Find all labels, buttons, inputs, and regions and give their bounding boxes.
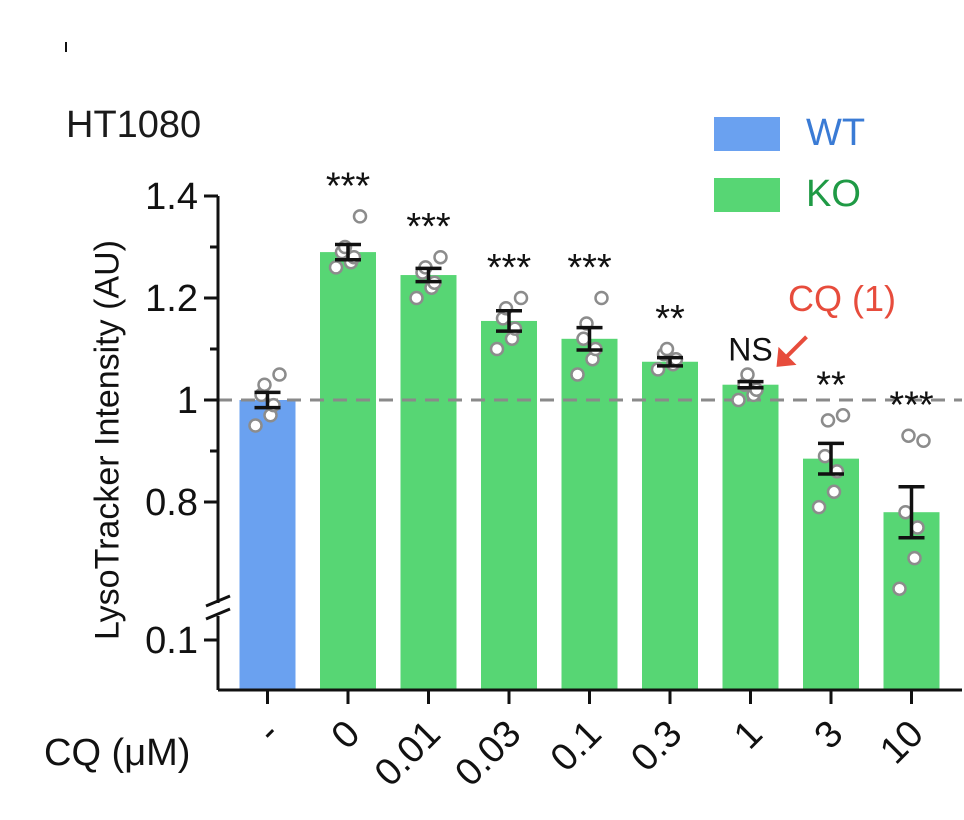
significance-label-2: ***	[406, 206, 451, 248]
legend-swatch-ko	[714, 177, 780, 212]
bar-0	[239, 400, 296, 690]
data-point-8-5	[916, 433, 931, 449]
significance-label-1: ***	[326, 165, 371, 207]
significance-label-6: NS	[728, 332, 772, 368]
x-tick-label-7: 3	[807, 713, 852, 758]
bar-4	[561, 338, 618, 690]
bar-2	[400, 275, 457, 690]
data-point-8-4	[901, 428, 916, 443]
x-tick-label-1: 0	[324, 713, 369, 758]
error-bar-2	[415, 266, 442, 284]
y-tick-label-4: 0.1	[145, 620, 198, 662]
bar-1	[320, 252, 376, 690]
x-tick-label-5: 0.3	[623, 713, 690, 780]
bar-5	[642, 361, 698, 690]
chart-title: HT1080	[66, 104, 202, 146]
data-point-6-4	[740, 367, 755, 382]
data-point-1-0	[328, 260, 344, 275]
data-point-6-0	[731, 392, 746, 408]
error-bar-3	[496, 309, 522, 333]
data-point-5-4	[659, 341, 675, 357]
data-point-7-5	[835, 408, 851, 423]
axis-break-mark-1	[205, 594, 231, 608]
significance-label-3: ***	[487, 247, 532, 289]
x-tick-label-4: 0.1	[543, 713, 610, 780]
significance-label-8: ***	[889, 385, 934, 427]
data-point-4-5	[594, 290, 609, 306]
cq-annotation-label: CQ (1)	[788, 278, 896, 319]
x-tick-label-6: 1	[726, 713, 771, 758]
data-point-3-0	[489, 341, 505, 357]
error-bar-7	[818, 441, 844, 476]
axis-break-mark-2	[205, 607, 231, 621]
error-bar-6	[737, 379, 764, 390]
data-point-1-5	[352, 209, 368, 224]
y-tick-label-0: 1.4	[145, 176, 198, 218]
data-point-3-5	[513, 290, 529, 306]
data-point-2-5	[433, 249, 448, 265]
x-tick-label-0: -	[249, 713, 288, 752]
data-point-7-1	[826, 484, 842, 500]
y-tick-label-2: 1	[177, 380, 198, 422]
x-tick-label-3: 0.03	[447, 713, 529, 795]
legend-item-ko: KO	[714, 173, 861, 216]
y-tick-label-1: 1.2	[145, 278, 198, 320]
legend-label-ko: KO	[806, 173, 861, 215]
error-bar-1	[335, 242, 361, 262]
legend-swatch-wt	[714, 116, 780, 151]
error-bar-0	[254, 390, 281, 410]
data-point-8-0	[892, 581, 907, 596]
significance-label-4: ***	[567, 247, 612, 289]
data-point-0-0	[248, 418, 263, 433]
bar-3	[481, 320, 537, 690]
error-bar-5	[657, 355, 683, 368]
x-tick-label-8: 10	[872, 713, 932, 773]
significance-label-5: **	[655, 298, 685, 340]
error-bar-4	[576, 325, 603, 352]
data-point-4-0	[570, 367, 585, 382]
data-point-2-0	[409, 290, 424, 306]
data-point-8-1	[907, 550, 922, 566]
data-point-7-0	[811, 499, 827, 515]
data-point-7-3	[817, 448, 833, 464]
x-axis-title: CQ (μM)	[44, 732, 191, 774]
annotation-arrow-head	[776, 346, 797, 367]
legend-item-wt: WT	[714, 112, 865, 155]
data-point-6-2	[749, 382, 764, 398]
error-bar-8	[898, 484, 925, 540]
data-point-7-4	[820, 413, 836, 428]
data-point-8-3	[898, 504, 913, 520]
legend-label-wt: WT	[806, 112, 866, 154]
bar-8	[883, 512, 940, 690]
bar-6	[722, 384, 779, 690]
data-point-4-3	[576, 331, 591, 347]
y-tick-label-3: 0.8	[145, 482, 198, 524]
data-point-8-2	[910, 520, 925, 535]
significance-label-7: **	[816, 364, 846, 406]
x-tick-label-2: 0.01	[367, 713, 449, 795]
data-point-0-4	[257, 377, 272, 392]
data-point-0-5	[272, 367, 287, 382]
